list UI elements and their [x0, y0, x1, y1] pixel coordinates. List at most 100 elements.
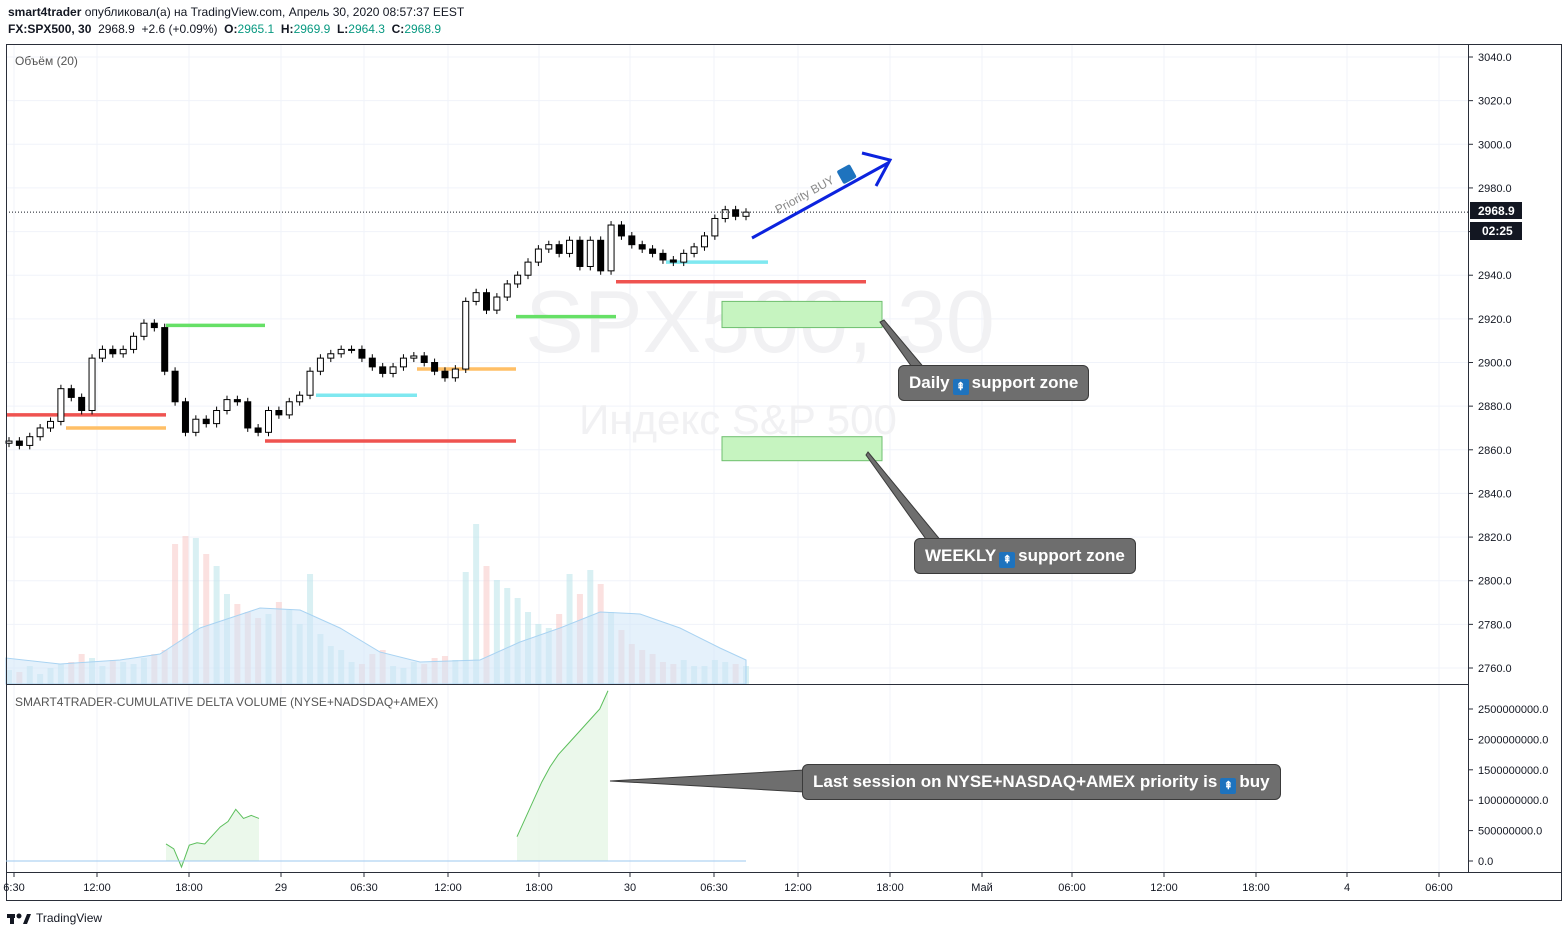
candle-body	[265, 410, 273, 433]
time-tick-label: 6:30	[3, 882, 24, 894]
candle-body	[482, 292, 490, 311]
candle-body	[493, 296, 501, 311]
delta-tick-label: 1500000000.0	[1478, 765, 1548, 777]
time-tick-label: 12:00	[83, 882, 111, 894]
candle-body	[462, 300, 470, 370]
low-label: L:	[336, 22, 349, 36]
candle-body	[451, 368, 459, 379]
candle-body	[514, 274, 522, 285]
time-tick-label: 4	[1344, 882, 1350, 894]
candle-body	[15, 440, 23, 446]
price-tick-label: 2780.0	[1478, 619, 1512, 631]
weekly-callout-suffix: support zone	[1018, 546, 1125, 565]
weekly-callout-text: WEEKLY	[925, 546, 997, 565]
candle-body	[88, 357, 96, 412]
candle-body	[192, 418, 200, 433]
countdown-badge	[1470, 222, 1522, 240]
candle-body	[316, 357, 324, 372]
candle-body	[410, 355, 418, 359]
price-tick-label: 2920.0	[1478, 314, 1512, 326]
volume-bar	[172, 544, 179, 684]
candle-body	[628, 235, 636, 246]
delta-line	[516, 690, 609, 837]
candle-body	[597, 239, 605, 272]
delta-area	[517, 690, 608, 861]
volume-bar	[462, 572, 469, 684]
time-tick-label: Май	[971, 882, 993, 894]
candle-body	[348, 348, 356, 351]
price-tick-label: 3040.0	[1478, 52, 1512, 64]
candle-body	[545, 244, 553, 250]
candle-body	[358, 348, 366, 359]
symbol-name[interactable]: FX:SPX500, 30	[8, 22, 92, 36]
candle-body	[711, 217, 719, 237]
daily-callout-text: Daily	[909, 373, 950, 392]
price-tick-label: 2800.0	[1478, 576, 1512, 588]
candle-body	[47, 420, 55, 429]
tradingview-logo-icon	[7, 913, 31, 924]
cumulative-delta	[165, 690, 609, 869]
candle-body	[130, 335, 138, 350]
candle-body	[555, 244, 563, 254]
time-tick-label: 06:00	[1058, 882, 1086, 894]
session-callout-text: Last session on NYSE+NASDAQ+AMEX priorit…	[813, 772, 1218, 791]
candle-body	[119, 348, 127, 355]
countdown-text: 02:25	[1482, 224, 1513, 238]
time-tick-label: 12:00	[434, 882, 462, 894]
candle-body	[181, 401, 189, 433]
candle-body	[223, 399, 231, 412]
price-tick-label: 2820.0	[1478, 532, 1512, 544]
delta-line	[165, 808, 260, 869]
chart-frame	[6, 44, 1562, 901]
support-zone	[721, 436, 883, 462]
candle-body	[659, 252, 667, 261]
time-tick-label: 12:00	[784, 882, 812, 894]
close-value: 2968.9	[404, 22, 442, 36]
session-priority-callout[interactable]: Last session on NYSE+NASDAQ+AMEX priorit…	[802, 764, 1281, 800]
close-label: C:	[391, 22, 405, 36]
volume-bar	[483, 566, 490, 684]
price-tick-label: 2880.0	[1478, 401, 1512, 413]
time-axis[interactable]: 6:30 12:00 18:00 29 06:30 12:00 18:00 30 06:30 12…	[3, 872, 1453, 894]
candle-body	[150, 322, 158, 329]
support-zone	[721, 300, 883, 329]
session-callout-suffix: buy	[1239, 772, 1270, 791]
volume-bar	[192, 538, 199, 684]
price-badge-text: 2968.9	[1478, 204, 1515, 218]
footer-brand[interactable]: TradingView	[6, 910, 102, 926]
candle-body	[296, 394, 304, 403]
daily-support-callout[interactable]: Daily ⇞ support zone	[898, 365, 1090, 401]
delta-tick-label: 500000000.0	[1478, 826, 1542, 838]
candle-body	[690, 246, 698, 254]
candle-body	[140, 322, 148, 337]
candle-body	[57, 388, 65, 422]
session-callout-pointer	[609, 769, 805, 793]
candle-body	[472, 292, 480, 302]
candle-body	[420, 355, 428, 364]
time-tick-label: 06:30	[700, 882, 728, 894]
candle-body	[680, 252, 688, 263]
candle-body	[306, 370, 314, 396]
candle-body	[275, 410, 283, 416]
weekly-support-callout[interactable]: WEEKLY ⇞ support zone	[914, 538, 1136, 574]
price-badge	[1470, 202, 1522, 219]
delta-axis[interactable]: 2500000000.0 2000000000.0 1500000000.0 1000…	[1468, 704, 1548, 868]
candle-body	[327, 353, 335, 359]
candle-body	[534, 248, 542, 263]
candle-body	[700, 235, 708, 248]
publish-header: smart4trader опубликовал(а) на TradingVi…	[8, 5, 464, 19]
time-tick-label: 12:00	[1150, 882, 1178, 894]
candle-body	[389, 366, 397, 374]
candle-body	[233, 399, 241, 403]
candle-body	[732, 209, 740, 217]
time-tick-label: 06:00	[1425, 882, 1453, 894]
time-tick-label: 18:00	[876, 882, 904, 894]
delta-area	[166, 809, 259, 868]
candle-body	[285, 401, 293, 416]
price-axis[interactable]: 3040.03020.03000.02980.02960.02940.02920…	[1468, 52, 1512, 675]
candle-body	[171, 370, 179, 403]
candle-body	[67, 388, 75, 398]
up-arrow-icon: ⇞	[1220, 778, 1237, 794]
author-name[interactable]: smart4trader	[8, 5, 82, 19]
